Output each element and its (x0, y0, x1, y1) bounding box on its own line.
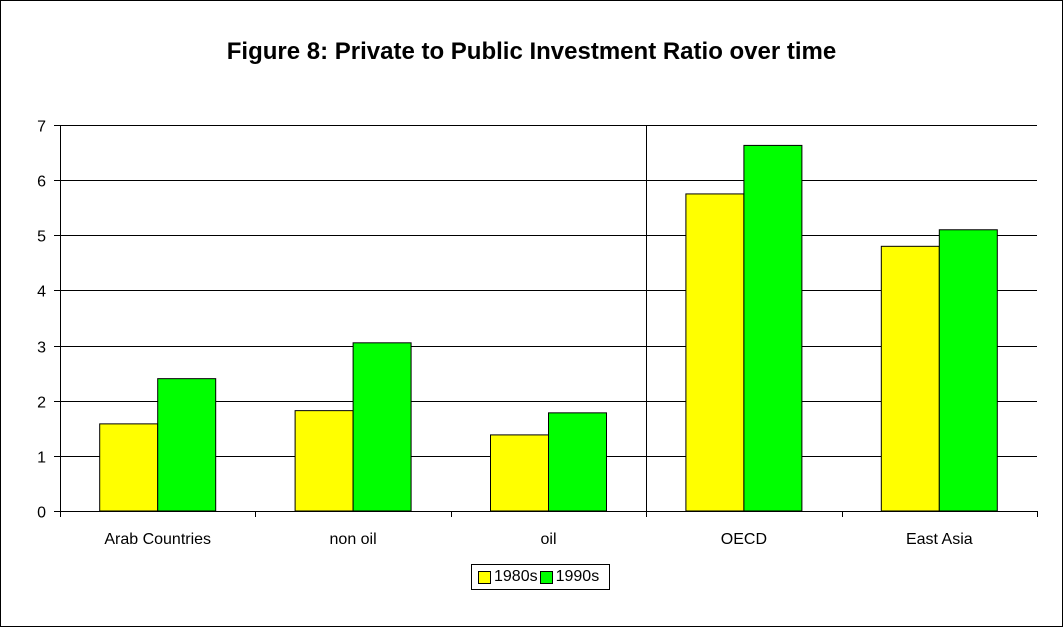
legend: 1980s 1990s (471, 564, 611, 590)
x-tick-label: non oil (330, 531, 377, 548)
x-tick-label: East Asia (906, 531, 973, 548)
x-tick-label: oil (540, 531, 556, 548)
bar-1980s-oecd (685, 193, 745, 512)
y-tick-label: 4 (37, 284, 46, 301)
bar-1980s-oil (490, 434, 549, 512)
y-tick-label: 0 (37, 505, 46, 522)
legend-swatch (478, 570, 491, 584)
labels: 0 1 2 3 4 5 6 7 Arab Countries non oil oil OECD East… (37, 119, 973, 549)
bar-1990s-oil (548, 412, 607, 512)
y-tick-label: 5 (37, 229, 46, 246)
bar-1980s-arab-countries (99, 423, 159, 512)
x-tick-label: Arab Countries (104, 531, 211, 548)
legend-item: 1990s (539, 568, 600, 586)
y-tick-label: 7 (37, 119, 46, 136)
bar-1990s-east-asia (938, 229, 998, 512)
legend-swatch (539, 570, 553, 584)
bar-1980s-east-asia (880, 245, 940, 512)
legend-label: 1990s (555, 568, 600, 585)
bar-1990s-arab-countries (157, 378, 217, 512)
legend-item: 1980s (478, 568, 538, 586)
y-tick-label: 1 (37, 450, 46, 467)
y-tick-label: 6 (37, 174, 46, 191)
y-tick-label: 3 (37, 340, 46, 357)
axes (54, 125, 1038, 517)
legend-label: 1980s (494, 568, 538, 585)
x-tick-label: OECD (721, 531, 767, 548)
bar-1980s-non-oil (294, 410, 354, 512)
bar-1990s-non-oil (352, 342, 412, 512)
bar-1990s-oecd (743, 144, 803, 512)
chart-title: Figure 8: Private to Public Investment R… (226, 38, 837, 65)
gridlines (60, 125, 1037, 457)
y-tick-label: 2 (37, 395, 46, 412)
